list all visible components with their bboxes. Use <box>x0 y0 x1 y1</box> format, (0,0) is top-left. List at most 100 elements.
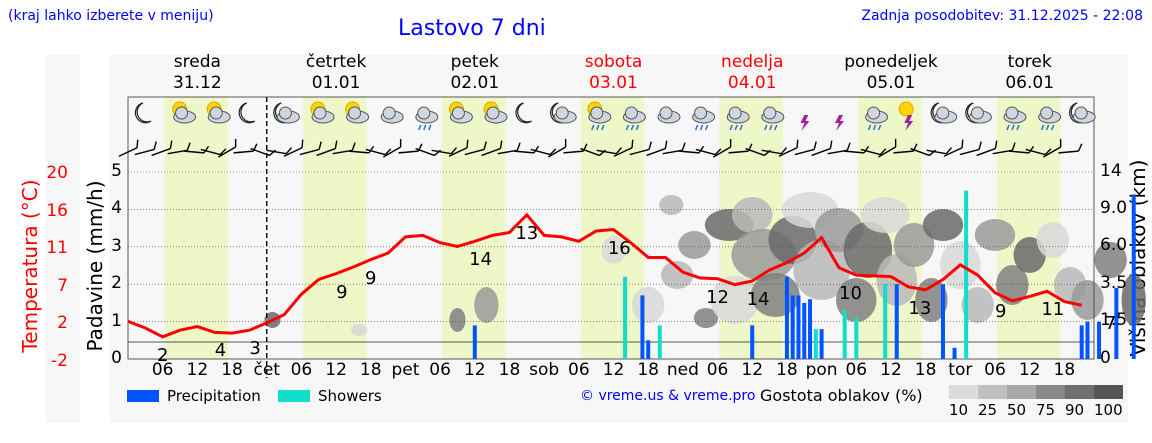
wind-barb <box>811 140 833 157</box>
x-tick-label: 18 <box>1053 360 1076 380</box>
wind-barb-shaft <box>761 149 782 155</box>
precipitation-bar <box>819 329 824 359</box>
x-tick-label: 18 <box>221 360 243 380</box>
cloud-shape <box>417 106 431 120</box>
wind-barb <box>629 141 652 156</box>
x-tick-label: 18 <box>637 360 660 380</box>
cloud-height-tick: 6.0 <box>1100 235 1128 255</box>
temperature-tick: -2 <box>51 350 68 371</box>
x-tick-label: 12 <box>325 360 347 380</box>
precipitation-bar <box>1079 325 1084 359</box>
sun-cloud-icon <box>172 101 197 124</box>
wind-barb <box>481 140 503 157</box>
temperature-value-label: 10 <box>839 283 862 305</box>
cloud-density-blob <box>843 222 893 278</box>
wind-barb-flag <box>334 140 338 149</box>
rain-drops <box>694 124 709 131</box>
wind-barb-flag <box>399 138 402 148</box>
cloud-shape <box>694 106 708 120</box>
moon-icon <box>134 102 152 124</box>
wind-barb <box>513 145 540 154</box>
wind-barb-shaft <box>926 149 947 155</box>
wind-barb <box>959 141 982 156</box>
rain-drops <box>729 124 743 131</box>
wind-barb-flag <box>234 138 237 148</box>
wind-barb-shaft <box>563 150 584 154</box>
cloud-density-blob <box>996 265 1029 305</box>
cloud-shape <box>659 106 673 120</box>
rain-drops <box>1040 124 1055 131</box>
temperature-value-label: 2 <box>156 344 169 366</box>
density-swatch <box>1007 385 1036 399</box>
temperature-value-label: 13 <box>908 297 932 319</box>
precipitation-bar <box>472 325 477 359</box>
day-date: 06.01 <box>1005 73 1055 93</box>
cloud-shape <box>209 106 223 120</box>
wind-barb-flag <box>203 145 210 154</box>
temperature-value-label: 9 <box>365 267 377 289</box>
precipitation-bar <box>894 284 899 359</box>
cloud-density-blob <box>1094 242 1127 278</box>
precipitation-bar <box>784 276 789 359</box>
wind-barb-shaft <box>877 146 897 158</box>
cloud-shape <box>936 106 950 120</box>
shower-bar <box>813 329 818 359</box>
density-swatch <box>978 385 1007 399</box>
cloud-shape <box>867 106 881 120</box>
wind-barb-flag <box>169 140 173 149</box>
wind-barb-flag <box>136 139 139 148</box>
wind-barb-shaft <box>151 147 171 157</box>
cloud-density-blob <box>1071 280 1104 320</box>
moon-icon <box>238 102 256 124</box>
wind-barb <box>250 147 277 157</box>
cloud-rain-icon <box>1003 106 1027 131</box>
wind-barb-flag <box>829 140 833 149</box>
cloud-height-tick: 1.5 <box>1100 310 1128 330</box>
cloud-density-blob <box>632 287 665 323</box>
wind-barb-flag <box>796 139 799 148</box>
wind-barb-flag <box>698 145 705 154</box>
wind-barb-shaft <box>712 146 732 158</box>
density-level-label: 50 <box>1007 401 1027 419</box>
wind-barb-shaft <box>398 150 419 154</box>
wind-barb <box>464 141 487 156</box>
x-tick-label: 12 <box>186 360 209 380</box>
cloud-rain-icon <box>865 106 889 131</box>
wind-barb-flag <box>681 142 686 151</box>
copyright-link[interactable]: © vreme.us & vreme.pro <box>580 388 756 404</box>
wind-barb <box>382 138 402 158</box>
moon-cloud-icon <box>273 102 300 124</box>
x-tick-label: tor <box>948 360 973 380</box>
x-tick-label: 18 <box>359 360 382 380</box>
wind-barb <box>415 147 442 157</box>
moon-shape <box>515 102 532 124</box>
wind-barb-shaft <box>778 147 798 157</box>
cloud-shape <box>382 106 396 120</box>
wind-barb <box>134 141 157 156</box>
cloud-shape <box>1040 106 1054 120</box>
day-date: 02.01 <box>450 73 500 93</box>
precipitation-bar <box>1097 321 1102 359</box>
cloud-icon <box>657 106 681 124</box>
rain-drops <box>625 124 640 131</box>
cloud-density-blob <box>474 287 499 323</box>
moon-cloud-icon <box>1069 102 1096 124</box>
wind-barb <box>778 139 799 157</box>
temperature-value-label: 9 <box>336 281 348 303</box>
wind-barb-shaft <box>513 150 535 154</box>
cloud-density-blob <box>893 223 935 267</box>
wind-barb <box>613 139 634 157</box>
wind-barb-flag <box>368 145 375 154</box>
wind-barb-shaft <box>860 148 881 156</box>
precipitation-bar <box>646 340 651 359</box>
day-date: 05.01 <box>866 73 916 93</box>
wind-barb-shaft <box>448 147 468 157</box>
cloud-density-blob <box>1036 222 1069 258</box>
wind-barb <box>530 148 557 156</box>
precipitation-tick: 4 <box>111 198 122 219</box>
wind-barb-flag <box>714 148 722 156</box>
shower-bar <box>623 276 628 359</box>
lightning-bolt <box>904 115 914 131</box>
wind-barb <box>233 143 258 154</box>
temperature-value-label: 12 <box>706 286 729 308</box>
